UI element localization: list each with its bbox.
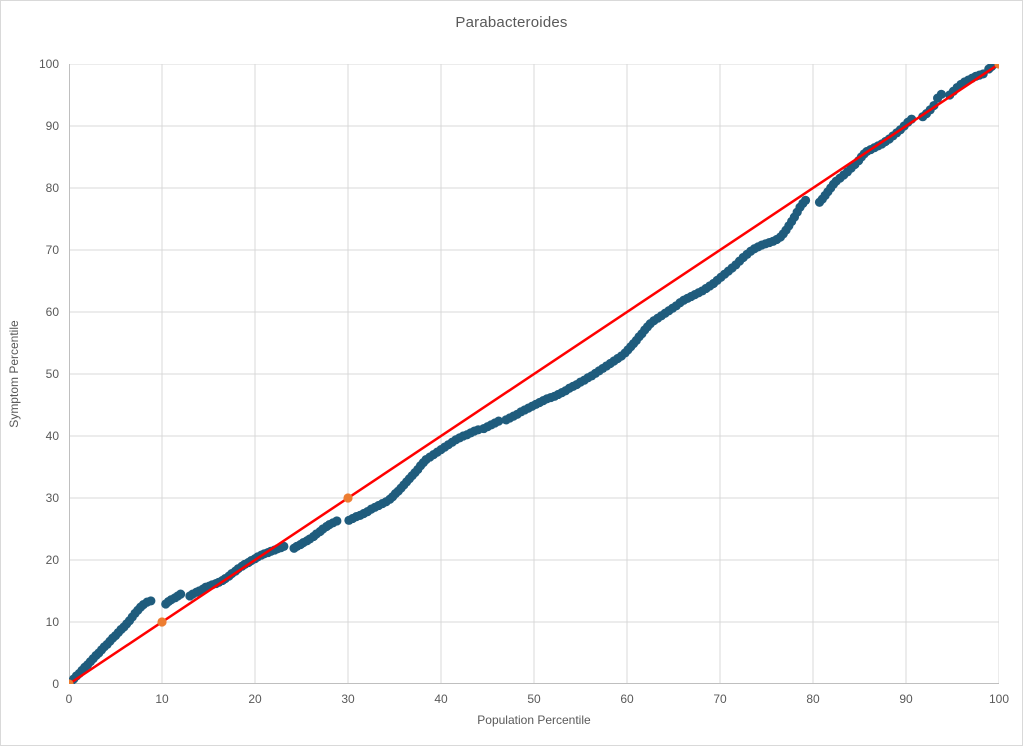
- scatter-plot-svg: [69, 64, 999, 684]
- x-tick-label: 30: [341, 692, 355, 706]
- data-point: [936, 89, 946, 99]
- x-tick-label: 10: [155, 692, 169, 706]
- data-point: [800, 195, 811, 205]
- y-tick-label: 70: [45, 243, 59, 257]
- x-tick-label: 70: [713, 692, 727, 706]
- reference-marker: [157, 617, 167, 627]
- x-tick-label: 90: [899, 692, 913, 706]
- x-tick-label: 50: [527, 692, 541, 706]
- y-tick-label: 10: [45, 615, 59, 629]
- reference-marker: [69, 679, 74, 684]
- data-point: [146, 596, 156, 606]
- data-point: [279, 541, 289, 551]
- y-tick-label: 80: [45, 181, 59, 195]
- y-axis-title: Symptom Percentile: [7, 320, 21, 428]
- y-tick-label: 90: [45, 119, 59, 133]
- y-tick-label: 20: [45, 553, 59, 567]
- x-axis-title: Population Percentile: [477, 713, 591, 727]
- data-point: [332, 516, 342, 526]
- x-tick-label: 80: [806, 692, 820, 706]
- x-tick-label: 100: [988, 692, 1010, 706]
- reference-marker: [994, 64, 999, 69]
- data-point: [176, 589, 186, 599]
- x-tick-label: 0: [65, 692, 73, 706]
- y-tick-label: 60: [45, 305, 59, 319]
- plot-area: [69, 64, 999, 684]
- y-tick-label: 100: [38, 57, 59, 71]
- reference-marker: [343, 493, 353, 503]
- y-tick-label: 40: [45, 429, 59, 443]
- y-tick-label: 50: [45, 367, 59, 381]
- y-tick-label: 30: [45, 491, 59, 505]
- x-tick-label: 60: [620, 692, 634, 706]
- y-tick-label: 0: [52, 677, 59, 691]
- x-tick-label: 20: [248, 692, 262, 706]
- data-point: [494, 416, 504, 426]
- x-tick-label: 40: [434, 692, 448, 706]
- chart-title: Parabacteroides: [455, 14, 568, 31]
- identity-line: [69, 64, 999, 684]
